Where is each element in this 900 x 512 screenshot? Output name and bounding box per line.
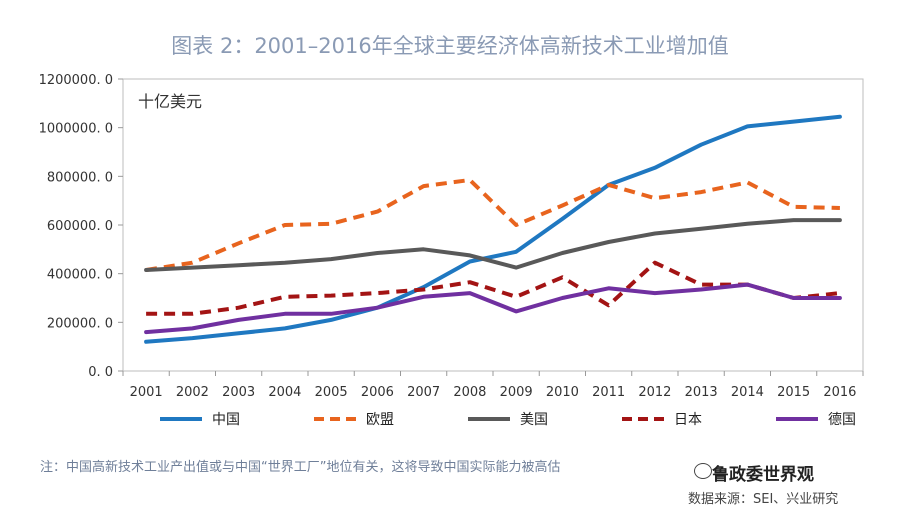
x-tick-label: 2001	[130, 385, 163, 400]
x-tick-label: 2010	[546, 385, 579, 400]
x-tick-label: 2007	[407, 385, 440, 400]
legend-label-欧盟: 欧盟	[366, 412, 394, 428]
legend-label-日本: 日本	[674, 412, 702, 428]
y-tick-label: 400000. 0	[47, 268, 113, 283]
watermark: 鲁政委世界观	[712, 465, 814, 485]
source-note: 数据来源：SEI、兴业研究	[688, 492, 839, 507]
chart-area: 0. 0 200000. 0 400000. 0 600000. 0 800000. 0…	[20, 66, 880, 440]
x-tick-label: 2009	[500, 385, 533, 400]
x-tick-label: 2004	[268, 385, 301, 400]
legend-label-中国: 中国	[212, 412, 240, 428]
legend-label-美国: 美国	[520, 412, 548, 428]
y-tick-label: 600000. 0	[47, 219, 113, 234]
y-tick-label: 200000. 0	[47, 316, 113, 331]
x-tick-label: 2016	[823, 385, 856, 400]
series-line-日本	[146, 260, 841, 316]
x-tick-label: 2011	[592, 385, 625, 400]
chart-title: 图表 2：2001–2016年全球主要经济体高新技术工业增加值	[171, 34, 729, 58]
x-tick-label: 2006	[361, 385, 394, 400]
series-line-美国	[144, 218, 842, 272]
wechat-icon	[694, 463, 712, 479]
y-tick-label: 1200000. 0	[39, 73, 113, 88]
unit-label: 十亿美元	[138, 92, 202, 111]
x-tick-label: 2008	[453, 385, 486, 400]
x-tick-label: 2013	[685, 385, 718, 400]
x-tick-label: 2002	[176, 385, 209, 400]
series-line-德国	[144, 282, 842, 335]
y-tick-label: 0. 0	[88, 365, 113, 380]
line-chart: 0. 0 200000. 0 400000. 0 600000. 0 800000. 0…	[20, 66, 880, 440]
footnote: 注：中国高新技术工业产出值或与中国“世界工厂”地位有关，这将导致中国实际能力被高…	[40, 460, 561, 475]
x-tick-label: 2015	[777, 385, 810, 400]
legend-label-德国: 德国	[828, 412, 856, 428]
y-tick-label: 800000. 0	[47, 170, 113, 185]
x-tick-label: 2012	[638, 385, 671, 400]
y-tick-label: 1000000. 0	[39, 122, 113, 137]
x-tick-label: 2014	[731, 385, 764, 400]
x-tick-label: 2003	[222, 385, 255, 400]
series-line-中国	[144, 114, 842, 344]
x-tick-label: 2005	[315, 385, 348, 400]
